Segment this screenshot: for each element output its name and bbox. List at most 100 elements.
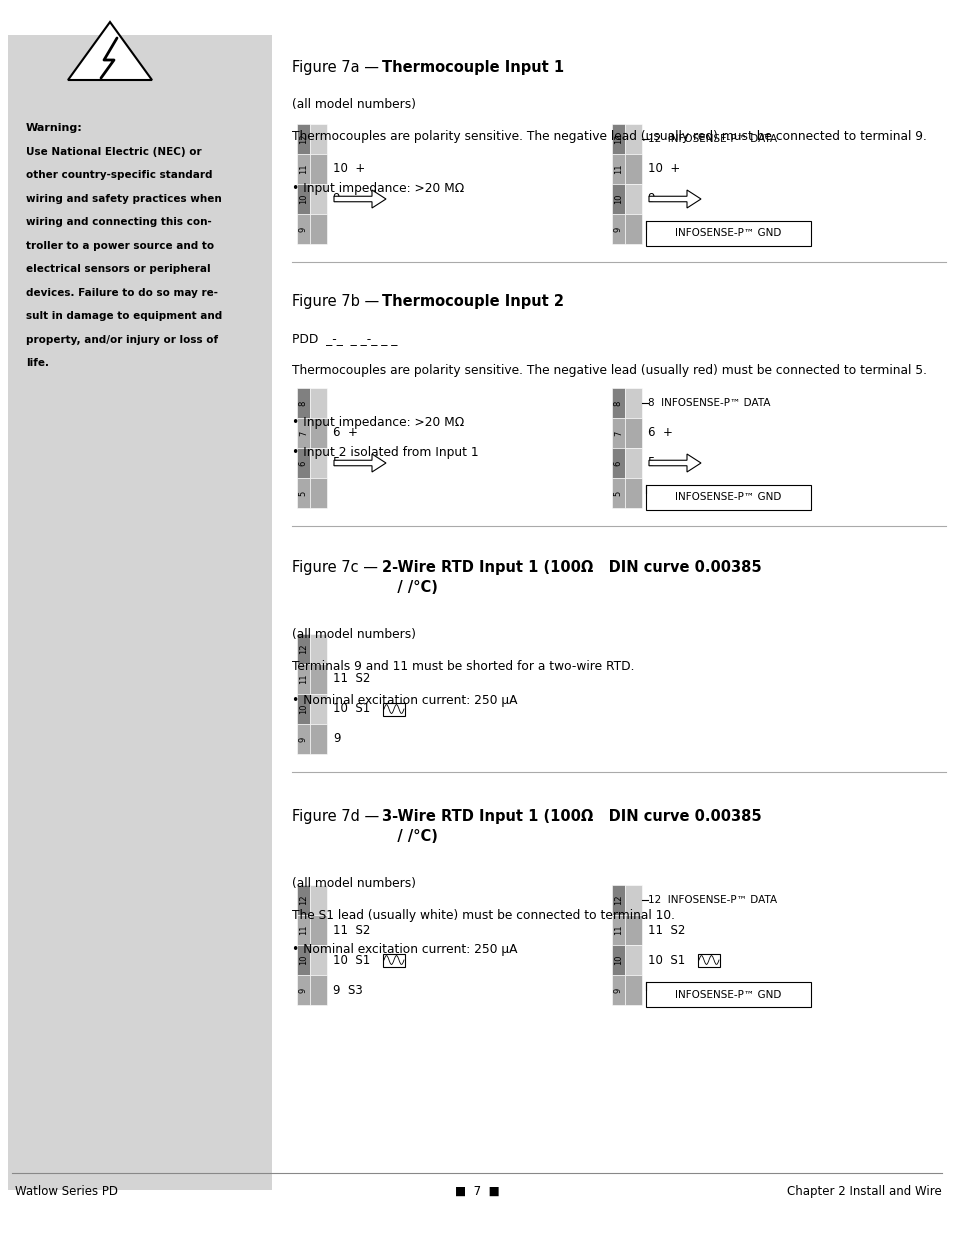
Text: other country-specific standard: other country-specific standard	[26, 170, 213, 180]
Text: 12  INFOSENSE-P™ DATA: 12 INFOSENSE-P™ DATA	[647, 135, 777, 144]
Bar	[624, 417, 641, 448]
Text: Thermocouples are polarity sensitive. The negative lead (usually red) must be co: Thermocouples are polarity sensitive. Th…	[292, 130, 926, 143]
Polygon shape	[68, 22, 152, 80]
Bar	[296, 915, 310, 945]
Text: 9: 9	[298, 736, 308, 742]
Bar	[310, 124, 327, 154]
Bar	[612, 124, 624, 154]
Text: 7: 7	[298, 430, 308, 436]
Bar	[612, 915, 624, 945]
Text: 9  S3: 9 S3	[333, 983, 362, 997]
Text: 8: 8	[298, 400, 308, 405]
Text: 5  -: 5 -	[333, 457, 352, 469]
Bar	[310, 417, 327, 448]
Bar	[624, 154, 641, 184]
Bar	[310, 945, 327, 974]
Text: 12  INFOSENSE-P™ DATA: 12 INFOSENSE-P™ DATA	[647, 895, 777, 905]
Bar	[624, 885, 641, 915]
Text: (all model numbers): (all model numbers)	[292, 98, 416, 111]
Bar	[624, 448, 641, 478]
Bar	[382, 703, 405, 715]
Bar	[296, 945, 310, 974]
Bar	[612, 154, 624, 184]
Text: 9: 9	[298, 987, 308, 993]
Text: 10: 10	[298, 194, 308, 204]
Bar	[310, 478, 327, 508]
Bar	[296, 388, 310, 417]
Bar	[624, 184, 641, 214]
Text: 12: 12	[613, 133, 622, 144]
Text: INFOSENSE-P™ GND: INFOSENSE-P™ GND	[675, 989, 781, 999]
Text: 6  +: 6 +	[647, 426, 672, 440]
Text: 10  S1: 10 S1	[333, 953, 370, 967]
Polygon shape	[648, 190, 700, 207]
Polygon shape	[334, 190, 386, 207]
Text: ■  7  ■: ■ 7 ■	[455, 1186, 498, 1198]
Bar	[296, 694, 310, 724]
Text: 3-Wire RTD Input 1 (100Ω   DIN curve 0.00385
   / /°C): 3-Wire RTD Input 1 (100Ω DIN curve 0.003…	[381, 809, 760, 844]
Text: 8  INFOSENSE-P™ DATA: 8 INFOSENSE-P™ DATA	[647, 398, 770, 408]
Bar	[645, 982, 810, 1007]
Bar	[310, 214, 327, 245]
Text: devices. Failure to do so may re-: devices. Failure to do so may re-	[26, 288, 218, 298]
Text: 9: 9	[613, 987, 622, 993]
Text: life.: life.	[26, 358, 49, 368]
Text: 7: 7	[613, 430, 622, 436]
Bar	[296, 184, 310, 214]
Bar	[310, 724, 327, 755]
Polygon shape	[334, 454, 386, 472]
Bar	[382, 953, 405, 967]
Polygon shape	[648, 454, 700, 472]
Bar	[624, 478, 641, 508]
Bar	[296, 885, 310, 915]
Text: 11: 11	[298, 674, 308, 684]
Text: 6  +: 6 +	[333, 426, 357, 440]
Text: The S1 lead (usually white) must be connected to terminal 10.: The S1 lead (usually white) must be conn…	[292, 909, 675, 923]
Text: troller to a power source and to: troller to a power source and to	[26, 241, 213, 251]
Text: 10  S1: 10 S1	[333, 703, 370, 715]
Bar	[296, 214, 310, 245]
Text: wiring and connecting this con-: wiring and connecting this con-	[26, 217, 212, 227]
Bar	[612, 478, 624, 508]
Bar	[612, 388, 624, 417]
Bar	[296, 417, 310, 448]
Text: Thermocouple Input 2: Thermocouple Input 2	[381, 294, 563, 309]
Bar	[624, 945, 641, 974]
Text: Figure 7c —: Figure 7c —	[292, 559, 382, 576]
Bar	[698, 953, 720, 967]
Text: 10  S1: 10 S1	[647, 953, 684, 967]
Text: 9  -: 9 -	[647, 193, 667, 205]
Text: 5: 5	[613, 490, 622, 495]
Text: 10: 10	[298, 955, 308, 966]
Text: sult in damage to equipment and: sult in damage to equipment and	[26, 311, 222, 321]
Text: 6: 6	[298, 461, 308, 466]
Text: Figure 7d —: Figure 7d —	[292, 809, 383, 824]
Bar	[612, 974, 624, 1005]
Bar	[612, 448, 624, 478]
Text: Watlow Series PD: Watlow Series PD	[15, 1186, 118, 1198]
Bar	[310, 974, 327, 1005]
Bar	[296, 634, 310, 664]
Text: 11: 11	[613, 925, 622, 935]
Text: electrical sensors or peripheral: electrical sensors or peripheral	[26, 264, 211, 274]
Text: 12: 12	[298, 643, 308, 655]
Text: 12: 12	[298, 133, 308, 144]
Text: 11: 11	[298, 925, 308, 935]
Text: (all model numbers): (all model numbers)	[292, 877, 416, 890]
Text: 10  +: 10 +	[333, 163, 365, 175]
Bar	[296, 664, 310, 694]
Bar	[310, 184, 327, 214]
Text: • Input impedance: >20 MΩ: • Input impedance: >20 MΩ	[292, 416, 464, 429]
Text: 2-Wire RTD Input 1 (100Ω   DIN curve 0.00385
   / /°C): 2-Wire RTD Input 1 (100Ω DIN curve 0.003…	[381, 559, 760, 595]
Bar	[612, 214, 624, 245]
Bar	[296, 448, 310, 478]
Text: 9  -: 9 -	[333, 193, 352, 205]
Text: Warning:: Warning:	[26, 124, 83, 133]
Text: • Input 2 isolated from Input 1: • Input 2 isolated from Input 1	[292, 446, 478, 459]
Bar	[310, 388, 327, 417]
Bar	[624, 124, 641, 154]
Text: Thermocouple Input 1: Thermocouple Input 1	[381, 61, 563, 75]
Text: 8: 8	[613, 400, 622, 405]
Text: • Nominal excitation current: 250 μA: • Nominal excitation current: 250 μA	[292, 944, 517, 956]
Text: Figure 7b —: Figure 7b —	[292, 294, 383, 309]
